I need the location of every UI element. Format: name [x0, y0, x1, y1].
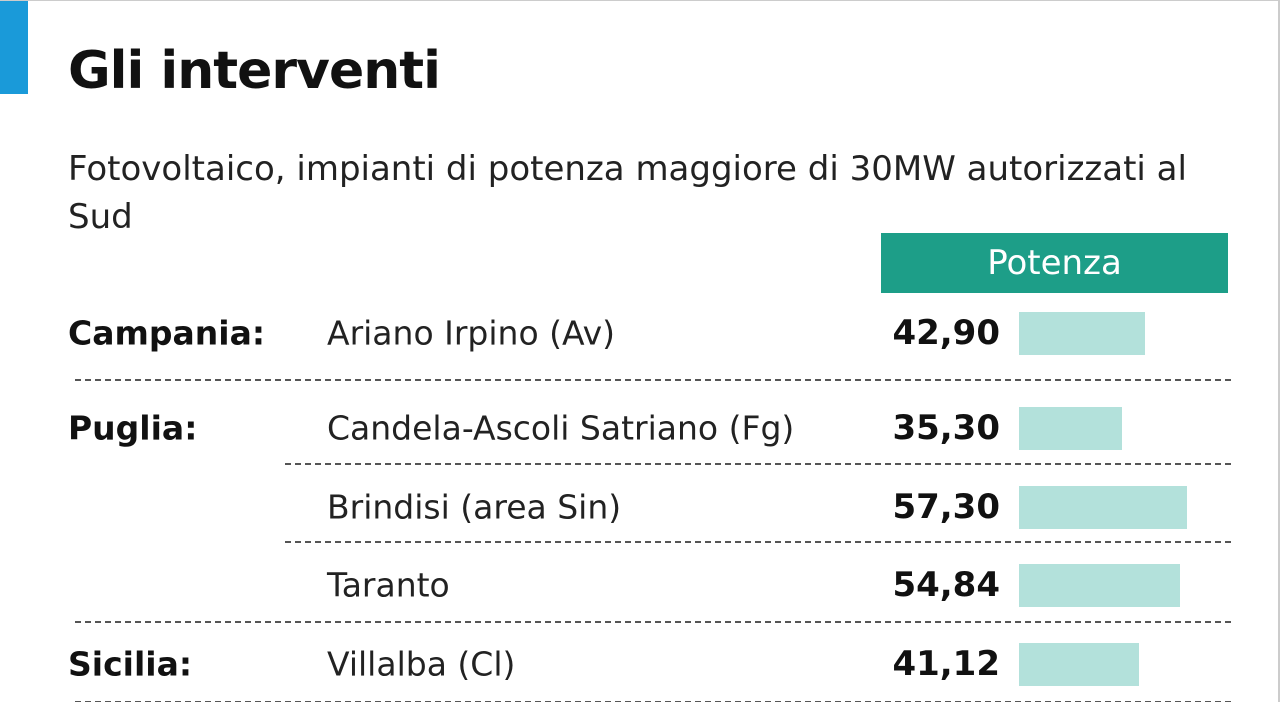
value-label: 42,90 [892, 313, 1000, 353]
bar [1019, 407, 1123, 450]
row-separator [285, 463, 1231, 465]
region-label: Sicilia: [68, 644, 193, 684]
accent-bar [0, 1, 28, 94]
bar [1019, 643, 1140, 686]
bar [1019, 486, 1187, 529]
value-label: 41,12 [892, 644, 1000, 684]
row-separator [75, 621, 1231, 623]
region-label: Puglia: [68, 408, 198, 448]
title: Gli interventi [68, 41, 441, 101]
category-label: Brindisi (area Sin) [327, 487, 622, 527]
category-label: Taranto [327, 565, 450, 605]
value-label: 35,30 [892, 408, 1000, 448]
value-label: 54,84 [892, 565, 1000, 605]
row-separator [285, 541, 1231, 543]
row-separator [75, 379, 1231, 381]
bar [1019, 312, 1145, 355]
value-label: 57,30 [892, 487, 1000, 527]
value-header: Potenza [881, 233, 1228, 293]
category-label: Candela-Ascoli Satriano (Fg) [327, 408, 795, 448]
category-label: Villalba (Cl) [327, 644, 516, 684]
bar [1019, 564, 1180, 607]
subtitle: Fotovoltaico, impianti di potenza maggio… [68, 149, 1187, 237]
region-label: Campania: [68, 313, 266, 353]
category-label: Ariano Irpino (Av) [327, 313, 616, 353]
